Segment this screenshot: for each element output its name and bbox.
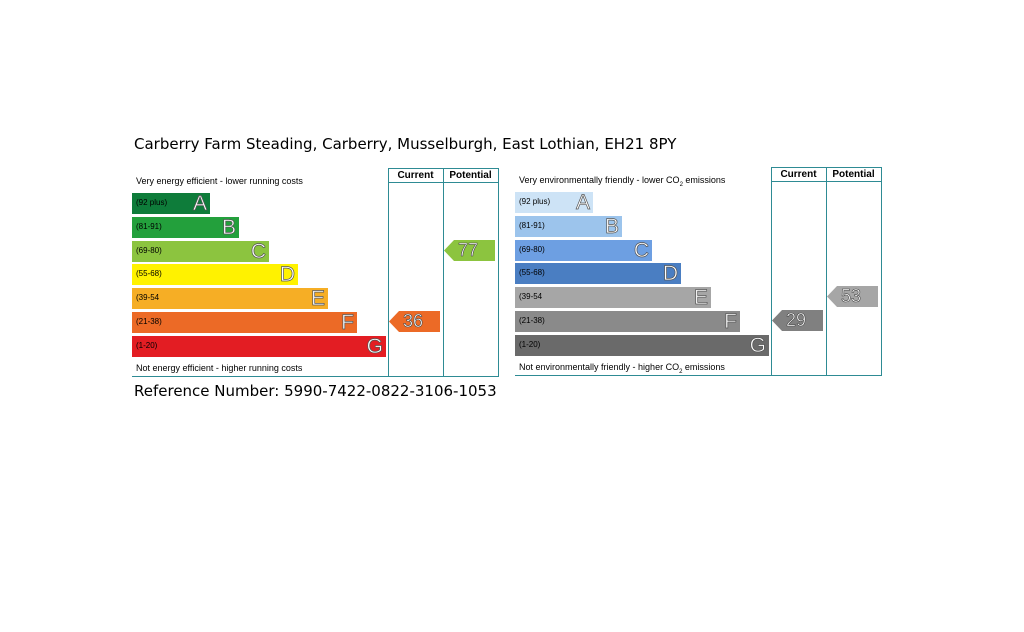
band-letter: A <box>192 192 208 216</box>
caption-text: Not environmentally friendly - higher CO <box>519 362 680 372</box>
band-letter: B <box>221 216 237 240</box>
potential-rating: 77 <box>444 240 495 261</box>
current-rating-arrow <box>389 311 440 332</box>
band-letter: A <box>575 191 591 215</box>
band-a: (92 plus) A <box>132 192 210 216</box>
band-letter: D <box>662 262 678 286</box>
property-address: Carberry Farm Steading, Carberry, Mussel… <box>134 135 677 153</box>
current-rating-arrow <box>772 310 823 331</box>
reference-number: Reference Number: 5990-7422-0822-3106-10… <box>134 382 497 400</box>
frame-left-line <box>388 168 389 377</box>
band-f: (21-38) F <box>132 311 357 335</box>
band-letter: D <box>279 263 295 287</box>
potential-rating-arrow <box>444 240 495 261</box>
column-divider-line <box>443 168 444 377</box>
caption-text: emissions <box>682 362 725 372</box>
top-caption: Very environmentally friendly - lower CO… <box>519 175 725 188</box>
frame-left-line <box>771 167 772 376</box>
band-range-label: (21-38) <box>136 317 162 326</box>
band-range-label: (39-54 <box>136 293 160 302</box>
band-b: (81-91) B <box>132 216 239 240</box>
band-g: (1-20) G <box>132 335 386 359</box>
band-range-label: (21-38) <box>519 316 545 325</box>
header-underline <box>771 181 881 182</box>
bottom-caption: Not energy efficient - higher running co… <box>136 363 303 373</box>
potential-rating-value: 53 <box>841 286 862 307</box>
column-header-current: Current <box>397 170 434 181</box>
caption-subscript: 2 <box>679 368 683 375</box>
column-header-potential: Potential <box>449 170 492 181</box>
potential-rating-value: 77 <box>458 240 479 261</box>
potential-rating: 53 <box>827 286 878 307</box>
frame-top-line <box>771 167 881 168</box>
current-rating-shape <box>772 310 823 331</box>
band-letter: E <box>310 287 326 311</box>
band-range-label: (1-20) <box>519 340 541 349</box>
band-b: (81-91) B <box>515 215 622 239</box>
band-d: (55-68) D <box>132 263 298 287</box>
header-underline <box>388 182 498 183</box>
band-f: (21-38) F <box>515 310 740 334</box>
current-rating-value: 29 <box>786 310 807 331</box>
band-range-label: (81-91) <box>136 222 162 231</box>
band-range-label: (69-80) <box>519 245 545 254</box>
band-range-label: (1-20) <box>136 341 158 350</box>
potential-rating-shape <box>444 240 495 261</box>
band-range-label: (69-80) <box>136 246 162 255</box>
bottom-caption: Not environmentally friendly - higher CO… <box>519 362 725 375</box>
band-a: (92 plus) A <box>515 191 593 215</box>
energy-efficiency-chart: Current Potential Very energy efficient - … <box>132 168 499 377</box>
band-letter: C <box>633 239 649 263</box>
band-c: (69-80) C <box>515 239 652 263</box>
current-rating-shape <box>389 311 440 332</box>
band-d: (55-68) D <box>515 262 681 286</box>
band-letter: F <box>724 310 738 334</box>
band-g: (1-20) G <box>515 334 769 358</box>
band-letter: F <box>341 311 355 335</box>
current-rating: 36 <box>389 311 440 332</box>
band-letter: G <box>749 334 766 358</box>
band-range-label: (81-91) <box>519 221 545 230</box>
frame-bottom-line <box>132 376 499 377</box>
band-range-label: (92 plus) <box>136 198 168 207</box>
caption-text: emissions <box>682 175 726 185</box>
caption-text: Very environmentally friendly - lower CO <box>519 175 680 185</box>
column-divider-line <box>826 167 827 376</box>
band-c: (69-80) C <box>132 240 269 264</box>
environmental-impact-chart: Current Potential Very environmentally fri… <box>515 167 882 376</box>
column-header-current: Current <box>780 169 817 180</box>
frame-bottom-line <box>515 375 882 376</box>
potential-rating-shape <box>827 286 878 307</box>
band-range-label: (55-68) <box>136 269 162 278</box>
column-header-potential: Potential <box>832 169 875 180</box>
band-e: (39-54 E <box>132 287 328 311</box>
frame-top-line <box>388 168 498 169</box>
frame-right-line <box>498 168 499 377</box>
band-range-label: (55-68) <box>519 268 545 277</box>
band-range-label: (39-54 <box>519 292 543 301</box>
caption-subscript: 2 <box>679 181 683 188</box>
band-letter: G <box>366 335 383 359</box>
potential-rating-arrow <box>827 286 878 307</box>
current-rating-value: 36 <box>403 311 424 332</box>
band-e: (39-54 E <box>515 286 711 310</box>
band-letter: C <box>250 240 266 264</box>
band-letter: B <box>604 215 620 239</box>
top-caption: Very energy efficient - lower running co… <box>136 176 303 186</box>
current-rating: 29 <box>772 310 823 331</box>
frame-right-line <box>881 167 882 376</box>
band-range-label: (92 plus) <box>519 197 551 206</box>
band-letter: E <box>693 286 709 310</box>
